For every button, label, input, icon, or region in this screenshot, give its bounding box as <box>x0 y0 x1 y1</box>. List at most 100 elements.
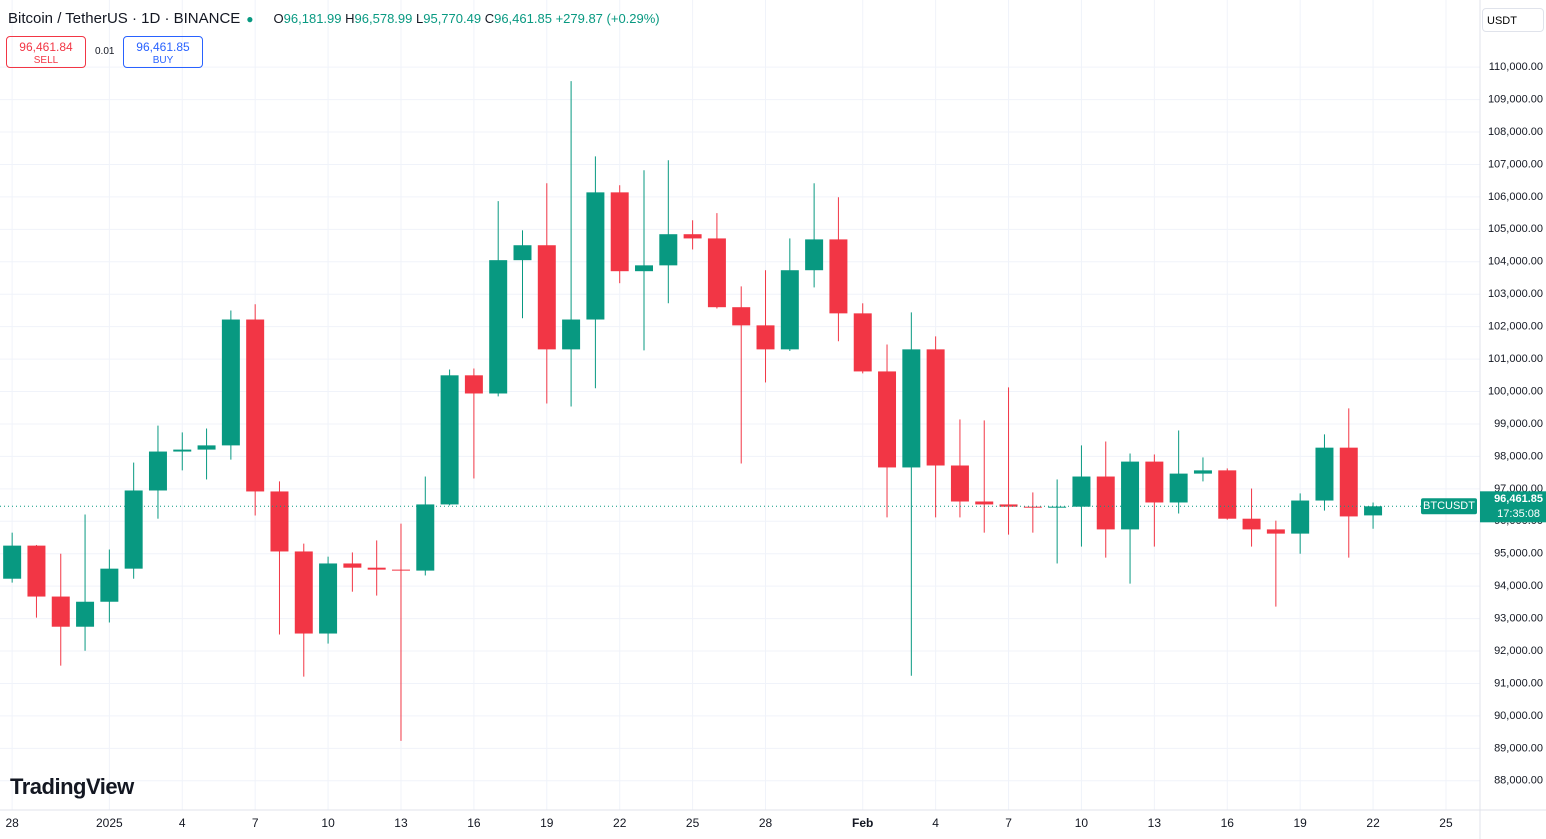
y-tick-label: 99,000.00 <box>1494 418 1543 430</box>
candle-body <box>489 260 508 394</box>
x-tick-label: 25 <box>1439 816 1453 830</box>
x-tick-label: 13 <box>394 816 408 830</box>
buy-button[interactable]: 96,461.85 BUY <box>123 36 203 68</box>
symbol-tag-text: BTCUSDT <box>1423 500 1475 512</box>
value: 96,578.99 <box>354 11 413 26</box>
y-tick-label: 104,000.00 <box>1488 256 1543 268</box>
x-tick-label: 25 <box>686 816 700 830</box>
y-tick-label: 88,000.00 <box>1494 775 1543 787</box>
x-tick-label: 7 <box>252 816 259 830</box>
candle-body <box>586 192 605 320</box>
candle-body <box>246 319 265 492</box>
candle-body <box>1048 506 1067 508</box>
candle-body <box>829 239 848 314</box>
candle-body <box>926 349 945 466</box>
x-tick-label: 7 <box>1005 816 1012 830</box>
candle-body <box>1145 461 1164 503</box>
candle-body <box>27 545 46 597</box>
x-tick-label: 16 <box>1221 816 1235 830</box>
candle-body <box>1291 500 1310 534</box>
buy-label: BUY <box>152 55 174 66</box>
candle-body <box>732 307 751 326</box>
x-tick-label: 19 <box>540 816 554 830</box>
candle-body <box>416 504 435 571</box>
value: 96,461.85 <box>494 11 552 26</box>
candle-body <box>999 504 1018 507</box>
x-tick-label: Feb <box>852 816 873 830</box>
change: +279.87 (+0.29%) <box>555 11 660 26</box>
candle-body <box>1364 506 1383 516</box>
candle-body <box>367 567 386 570</box>
y-tick-label: 105,000.00 <box>1488 223 1543 235</box>
x-tick-label: 22 <box>1366 816 1380 830</box>
label: L <box>416 11 424 26</box>
candle-body <box>148 451 167 491</box>
price-tag <box>1480 491 1546 523</box>
candle-body <box>173 449 192 452</box>
y-tick-label: 106,000.00 <box>1488 191 1543 203</box>
candle-body <box>51 596 70 627</box>
candle-body <box>635 265 653 272</box>
y-tick-label: 107,000.00 <box>1488 158 1543 170</box>
label: C <box>484 11 495 26</box>
candle-body <box>659 234 678 266</box>
y-tick-label: 90,000.00 <box>1494 710 1543 722</box>
candle-body <box>294 551 313 634</box>
legend: Bitcoin / TetherUS · 1D · BINANCE ● O96,… <box>8 10 660 27</box>
candle-body <box>950 465 969 502</box>
candle-body <box>343 563 362 568</box>
symbol-tag <box>1421 498 1477 515</box>
y-tick-label: 94,000.00 <box>1494 580 1543 592</box>
price-tag-text: 96,461.85 <box>1494 493 1543 505</box>
candle-body <box>464 375 483 394</box>
candle-body <box>197 445 216 450</box>
candle-body <box>562 319 581 350</box>
ohlc: O96,181.99 H96,578.99 L95,770.49 C96,461… <box>274 11 660 26</box>
x-tick-label: 16 <box>467 816 481 830</box>
y-tick-label: 101,000.00 <box>1488 353 1543 365</box>
candle-body <box>440 375 459 505</box>
candle-body <box>319 563 338 634</box>
y-tick-label: 109,000.00 <box>1488 93 1543 105</box>
candle-body <box>1242 518 1261 530</box>
candle-body <box>1339 447 1358 517</box>
candle-body <box>683 234 702 239</box>
x-tick-label: 28 <box>5 816 19 830</box>
x-tick-label: 22 <box>613 816 627 830</box>
y-tick-label: 98,000.00 <box>1494 450 1543 462</box>
countdown: 17:35:08 <box>1497 508 1540 520</box>
y-tick-label: 108,000.00 <box>1488 126 1543 138</box>
candle-body <box>1193 470 1212 474</box>
x-tick-label: 28 <box>759 816 773 830</box>
candle-body <box>1218 470 1237 519</box>
candle-body <box>1121 461 1140 530</box>
candle-body <box>707 238 726 308</box>
candle-body <box>1072 476 1091 507</box>
sell-button[interactable]: 96,461.84 SELL <box>6 36 86 68</box>
x-tick-label: 10 <box>321 816 335 830</box>
logo[interactable]: TradingView <box>10 774 134 799</box>
status-dot: ● <box>246 11 254 26</box>
candle-body <box>805 239 824 271</box>
x-tick-label: 13 <box>1148 816 1162 830</box>
candle-body <box>221 319 240 446</box>
value: 95,770.49 <box>423 11 482 26</box>
y-tick-label: 100,000.00 <box>1488 385 1543 397</box>
candle-body <box>391 569 410 571</box>
y-tick-label: 110,000.00 <box>1489 61 1543 73</box>
x-tick-label: 4 <box>932 816 939 830</box>
symbol[interactable]: Bitcoin / TetherUS · 1D · BINANCE <box>8 10 241 27</box>
x-tick-label: 19 <box>1293 816 1307 830</box>
candle-body <box>780 270 799 350</box>
candle-body <box>513 245 532 261</box>
sell-label: SELL <box>33 55 59 66</box>
sell-price: 96,461.84 <box>19 40 73 54</box>
candle-body <box>1266 529 1285 534</box>
currency-select[interactable]: USDT <box>1482 8 1544 32</box>
candle-body <box>537 245 556 350</box>
x-tick-label: 10 <box>1075 816 1089 830</box>
x-tick-label: 2025 <box>96 816 123 830</box>
candle-body <box>975 501 994 505</box>
